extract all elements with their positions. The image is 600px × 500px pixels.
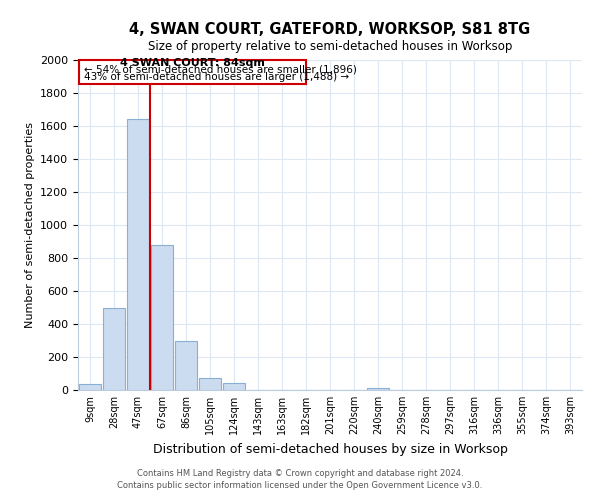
- Text: ← 54% of semi-detached houses are smaller (1,896): ← 54% of semi-detached houses are smalle…: [84, 65, 357, 75]
- Bar: [223, 384, 245, 390]
- Y-axis label: Number of semi-detached properties: Number of semi-detached properties: [25, 122, 35, 328]
- FancyBboxPatch shape: [79, 60, 306, 84]
- Text: 4 SWAN COURT: 84sqm: 4 SWAN COURT: 84sqm: [120, 58, 265, 68]
- Bar: [79, 384, 101, 390]
- Bar: [175, 340, 197, 390]
- Text: Contains public sector information licensed under the Open Government Licence v3: Contains public sector information licen…: [118, 481, 482, 490]
- Bar: [151, 245, 173, 390]
- Text: Size of property relative to semi-detached houses in Worksop: Size of property relative to semi-detach…: [148, 40, 512, 53]
- Text: 4, SWAN COURT, GATEFORD, WORKSOP, S81 8TG: 4, SWAN COURT, GATEFORD, WORKSOP, S81 8T…: [130, 22, 530, 38]
- Text: 43% of semi-detached houses are larger (1,488) →: 43% of semi-detached houses are larger (…: [84, 72, 349, 82]
- Bar: [103, 308, 125, 390]
- Bar: [127, 118, 149, 390]
- X-axis label: Distribution of semi-detached houses by size in Worksop: Distribution of semi-detached houses by …: [152, 442, 508, 456]
- Bar: [199, 378, 221, 390]
- Text: Contains HM Land Registry data © Crown copyright and database right 2024.: Contains HM Land Registry data © Crown c…: [137, 468, 463, 477]
- Bar: [367, 388, 389, 390]
